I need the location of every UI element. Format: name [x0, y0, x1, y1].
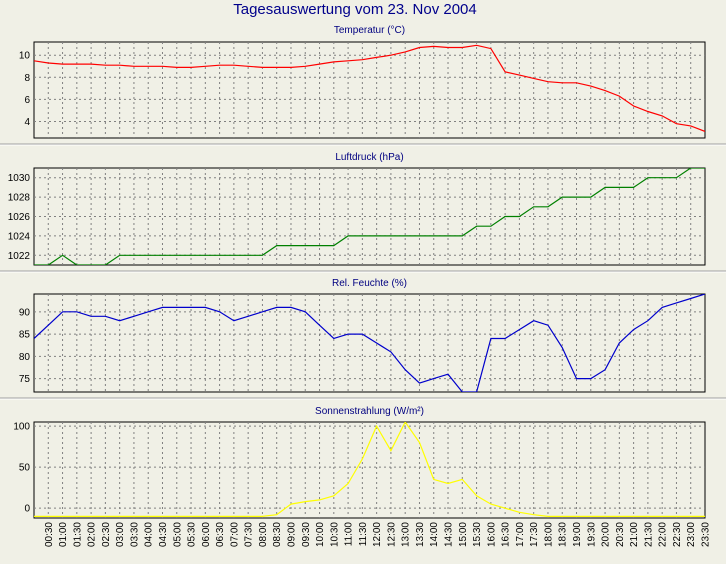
x-tick-label: 08:30: [272, 522, 283, 547]
panel-title: Sonnenstrahlung (W/m²): [315, 406, 424, 417]
x-tick-label: 18:30: [558, 522, 569, 547]
x-tick-label: 10:00: [315, 522, 326, 547]
series-line: [34, 168, 705, 265]
y-tick-label: 1024: [8, 231, 31, 242]
x-tick-label: 07:30: [244, 522, 255, 547]
x-tick-label: 09:00: [286, 522, 297, 547]
x-tick-label: 12:30: [386, 522, 397, 547]
x-tick-label: 06:30: [215, 522, 226, 547]
y-tick-label: 100: [13, 422, 30, 433]
series-line: [34, 44, 705, 132]
series-line: [34, 294, 705, 392]
y-tick-label: 1026: [8, 212, 31, 223]
x-tick-label: 14:30: [444, 522, 455, 547]
x-tick-label: 03:30: [129, 522, 140, 547]
x-tick-label: 10:30: [329, 522, 340, 547]
y-tick-label: 0: [24, 504, 30, 515]
y-tick-label: 1022: [8, 251, 31, 262]
x-tick-label: 15:30: [472, 522, 483, 547]
y-tick-label: 1028: [8, 193, 31, 204]
series-line: [34, 422, 705, 518]
y-tick-label: 90: [19, 307, 31, 318]
x-tick-label: 01:30: [72, 522, 83, 547]
x-tick-label: 21:30: [643, 522, 654, 547]
x-tick-label: 22:00: [658, 522, 669, 547]
x-tick-label: 21:00: [629, 522, 640, 547]
x-tick-label: 18:00: [543, 522, 554, 547]
chart-panels: Temperatur (°C) 4 6 8 10 Luftdruck (hPa) 1022 1…: [0, 25, 726, 519]
panel-title: Temperatur (°C): [334, 25, 405, 36]
y-tick-label: 4: [24, 117, 30, 128]
time-axis: 00:30 01:00 01:30 02:00 02:30 03:00 03:30 04:00…: [44, 522, 712, 547]
x-tick-label: 23:30: [701, 522, 712, 547]
y-tick-label: 1030: [8, 173, 31, 184]
plot-area: [33, 421, 706, 519]
x-tick-label: 13:30: [415, 522, 426, 547]
x-tick-label: 04:30: [158, 522, 169, 547]
x-tick-label: 22:30: [672, 522, 683, 547]
x-tick-label: 05:00: [172, 522, 183, 547]
chart-panel-1: Temperatur (°C) 4 6 8 10: [0, 25, 726, 146]
x-tick-label: 19:00: [572, 522, 583, 547]
chart-panel-4: Sonnenstrahlung (W/m²) 0 50 100: [13, 406, 706, 519]
y-tick-label: 6: [24, 95, 30, 106]
x-tick-label: 05:30: [187, 522, 198, 547]
y-tick-label: 85: [19, 330, 31, 341]
x-tick-label: 11:30: [358, 522, 369, 547]
panel-title: Luftdruck (hPa): [335, 152, 403, 163]
x-tick-label: 06:00: [201, 522, 212, 547]
x-tick-label: 12:00: [372, 522, 383, 547]
y-tick-label: 8: [24, 73, 30, 84]
x-tick-label: 17:00: [515, 522, 526, 547]
panel-title: Rel. Feuchte (%): [332, 278, 407, 289]
report-title: Tagesauswertung vom 23. Nov 2004: [233, 1, 476, 18]
x-tick-label: 07:00: [229, 522, 240, 547]
x-tick-label: 11:00: [344, 522, 355, 547]
x-tick-label: 08:00: [258, 522, 269, 547]
x-tick-label: 02:30: [101, 522, 112, 547]
x-tick-label: 23:00: [686, 522, 697, 547]
y-tick-label: 80: [19, 352, 31, 363]
x-tick-label: 17:30: [529, 522, 540, 547]
x-tick-label: 02:00: [87, 522, 98, 547]
y-tick-label: 50: [19, 463, 31, 474]
x-tick-label: 04:00: [144, 522, 155, 547]
x-tick-label: 09:30: [301, 522, 312, 547]
x-tick-label: 19:30: [586, 522, 597, 547]
x-tick-label: 16:30: [501, 522, 512, 547]
x-tick-label: 15:00: [458, 522, 469, 547]
x-tick-label: 13:00: [401, 522, 412, 547]
x-tick-label: 14:00: [429, 522, 440, 547]
y-tick-label: 10: [19, 51, 31, 62]
chart-panel-2: Luftdruck (hPa) 1022 1024 1026 1028 1030: [0, 152, 726, 273]
y-tick-label: 75: [19, 374, 31, 385]
x-tick-label: 20:30: [615, 522, 626, 547]
x-tick-label: 20:00: [601, 522, 612, 547]
x-tick-label: 01:00: [58, 522, 69, 547]
x-tick-label: 03:00: [115, 522, 126, 547]
plot-area: [33, 293, 706, 393]
x-tick-label: 00:30: [44, 522, 55, 547]
chart-panel-3: Rel. Feuchte (%) 75 80 85 90: [0, 278, 726, 400]
x-tick-label: 16:00: [486, 522, 497, 547]
